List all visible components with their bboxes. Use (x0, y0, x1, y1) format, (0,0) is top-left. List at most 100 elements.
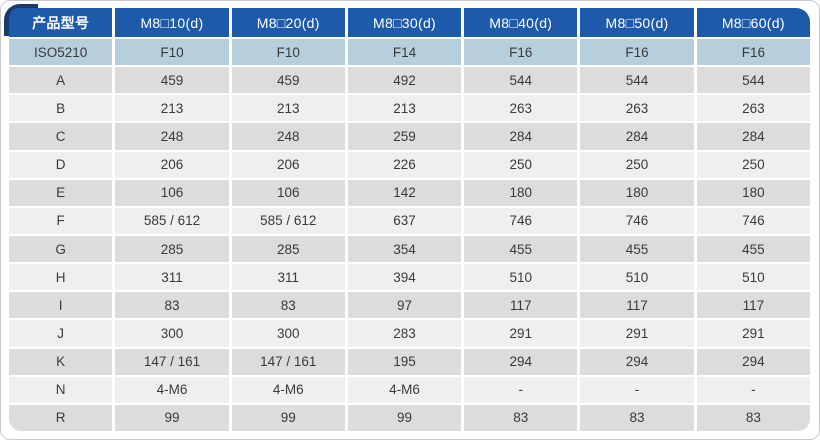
value-cell: 283 (347, 320, 462, 347)
table-row: A 459 459 492 544 544 544 (9, 67, 810, 94)
value-cell: 492 (347, 67, 462, 94)
value-cell: 83 (580, 404, 694, 431)
value-cell: 284 (464, 123, 578, 150)
value-cell: 248 (115, 123, 229, 150)
value-cell: 83 (231, 292, 345, 319)
header-cell: M8□20(d) (231, 8, 345, 37)
value-cell: 544 (696, 67, 810, 94)
row-label-cell: J (9, 320, 113, 347)
value-cell: 585 / 612 (231, 207, 345, 234)
value-cell: 394 (347, 264, 462, 291)
value-cell: 455 (696, 235, 810, 263)
value-cell: 510 (464, 264, 578, 291)
value-cell: 97 (347, 292, 462, 319)
value-cell: 206 (115, 151, 229, 178)
value-cell: F10 (115, 39, 229, 66)
value-cell: 455 (464, 235, 578, 263)
value-cell: 294 (580, 348, 694, 375)
value-cell: 455 (580, 235, 694, 263)
value-cell: F16 (580, 39, 694, 66)
value-cell: 510 (696, 264, 810, 291)
row-label-cell: H (9, 264, 113, 291)
table-row: K 147 / 161 147 / 161 195 294 294 294 (9, 348, 810, 375)
value-cell: - (696, 376, 810, 403)
value-cell: 291 (696, 320, 810, 347)
table-row: H 311 311 394 510 510 510 (9, 264, 810, 291)
value-cell: F10 (231, 39, 345, 66)
value-cell: 311 (231, 264, 345, 291)
header-cell: M8□30(d) (347, 8, 462, 37)
value-cell: 142 (347, 179, 462, 206)
value-cell: 311 (115, 264, 229, 291)
value-cell: 746 (696, 207, 810, 234)
value-cell: 83 (696, 404, 810, 431)
value-cell: 4-M6 (347, 376, 462, 403)
header-row: 产品型号 M8□10(d) M8□20(d) M8□30(d) M8□40(d) M8□5… (9, 8, 810, 37)
value-cell: 459 (231, 67, 345, 94)
table-row: C 248 248 259 284 284 284 (9, 123, 810, 150)
value-cell: 106 (231, 179, 345, 206)
table-row: B 213 213 213 263 263 263 (9, 95, 810, 122)
row-label-cell: K (9, 348, 113, 375)
iso-standard-row: ISO5210 F10 F10 F14 F16 F16 F16 (9, 39, 810, 66)
value-cell: 263 (696, 95, 810, 122)
value-cell: 637 (347, 207, 462, 234)
value-cell: 195 (347, 348, 462, 375)
value-cell: 117 (696, 292, 810, 319)
value-cell: 284 (580, 123, 694, 150)
value-cell: 180 (464, 179, 578, 206)
value-cell: 147 / 161 (231, 348, 345, 375)
value-cell: 226 (347, 151, 462, 178)
table-row: D 206 206 226 250 250 250 (9, 151, 810, 178)
value-cell: 263 (580, 95, 694, 122)
value-cell: 510 (580, 264, 694, 291)
value-cell: 285 (231, 235, 345, 263)
product-spec-table: 产品型号 M8□10(d) M8□20(d) M8□30(d) M8□40(d) M8□5… (6, 6, 813, 433)
value-cell: 354 (347, 235, 462, 263)
value-cell: 250 (464, 151, 578, 178)
value-cell: 106 (115, 179, 229, 206)
value-cell: 4-M6 (231, 376, 345, 403)
value-cell: 83 (464, 404, 578, 431)
header-cell: M8□40(d) (464, 8, 578, 37)
value-cell: 4-M6 (115, 376, 229, 403)
row-label-cell: R (9, 404, 113, 431)
value-cell: 117 (464, 292, 578, 319)
value-cell: 248 (231, 123, 345, 150)
value-cell: 291 (464, 320, 578, 347)
header-cell-model: 产品型号 (9, 8, 113, 37)
row-label-cell: E (9, 179, 113, 206)
value-cell: 99 (115, 404, 229, 431)
value-cell: 294 (464, 348, 578, 375)
value-cell: - (580, 376, 694, 403)
value-cell: 263 (464, 95, 578, 122)
row-label-cell: ISO5210 (9, 39, 113, 66)
header-cell: M8□10(d) (115, 8, 229, 37)
value-cell: F16 (464, 39, 578, 66)
value-cell: 585 / 612 (115, 207, 229, 234)
value-cell: 99 (231, 404, 345, 431)
row-label-cell: B (9, 95, 113, 122)
row-label-cell: F (9, 207, 113, 234)
value-cell: 180 (580, 179, 694, 206)
table-row: G 285 285 354 455 455 455 (9, 235, 810, 263)
row-label-cell: C (9, 123, 113, 150)
value-cell: F16 (696, 39, 810, 66)
value-cell: 300 (231, 320, 345, 347)
value-cell: 300 (115, 320, 229, 347)
value-cell: 117 (580, 292, 694, 319)
value-cell: 459 (115, 67, 229, 94)
value-cell: 99 (347, 404, 462, 431)
value-cell: 544 (464, 67, 578, 94)
value-cell: 291 (580, 320, 694, 347)
value-cell: 544 (580, 67, 694, 94)
value-cell: 147 / 161 (115, 348, 229, 375)
value-cell: 746 (464, 207, 578, 234)
row-label-cell: A (9, 67, 113, 94)
table-row: N 4-M6 4-M6 4-M6- - - (9, 376, 810, 403)
value-cell: 250 (580, 151, 694, 178)
value-cell: 294 (696, 348, 810, 375)
row-label-cell: N (9, 376, 113, 403)
table-row: I 83 83 97 117 117 117 (9, 292, 810, 319)
